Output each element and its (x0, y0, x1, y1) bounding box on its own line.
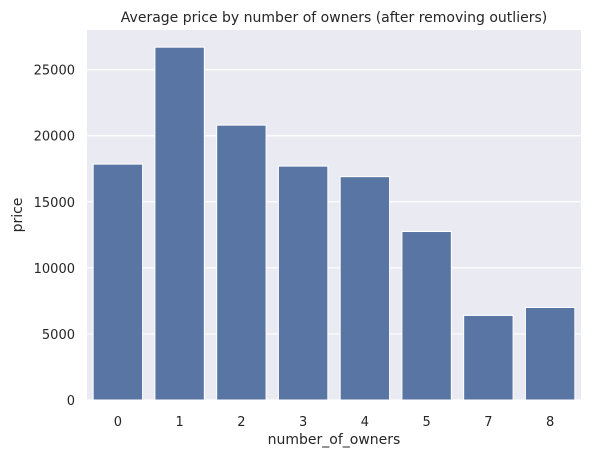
chart-title: Average price by number of owners (after… (121, 10, 547, 26)
y-axis-label: price (10, 198, 26, 233)
bar-owners-5 (401, 231, 452, 401)
bar-owners-3 (277, 165, 329, 401)
bar-owners-8 (524, 307, 576, 401)
x-tick-label: 2 (237, 415, 245, 430)
x-tick-label: 4 (361, 415, 369, 430)
x-axis-label: number_of_owners (268, 432, 401, 448)
y-tick-labels: 0 5000 10000 15000 20000 25000 (34, 64, 75, 409)
y-tick-label: 0 (67, 394, 75, 409)
x-tick-labels: 0 1 2 3 4 5 7 8 (114, 415, 555, 430)
bar-owners-4 (339, 176, 391, 401)
x-tick-label: 8 (546, 415, 554, 430)
bar-owners-7 (463, 314, 514, 401)
y-tick-label: 5000 (42, 328, 75, 343)
y-tick-label: 10000 (34, 262, 75, 277)
bar-owners-2 (216, 124, 267, 401)
x-tick-label: 3 (299, 415, 307, 430)
x-tick-label: 1 (175, 415, 183, 430)
bar-owners-1 (154, 46, 205, 401)
y-tick-label: 15000 (34, 196, 75, 211)
y-tick-label: 20000 (34, 130, 75, 145)
x-tick-label: 5 (422, 415, 430, 430)
bar-owners-0 (92, 163, 144, 401)
y-tick-label: 25000 (34, 64, 75, 79)
bars-group (92, 46, 576, 401)
x-tick-label: 0 (114, 415, 122, 430)
x-tick-label: 7 (484, 415, 492, 430)
